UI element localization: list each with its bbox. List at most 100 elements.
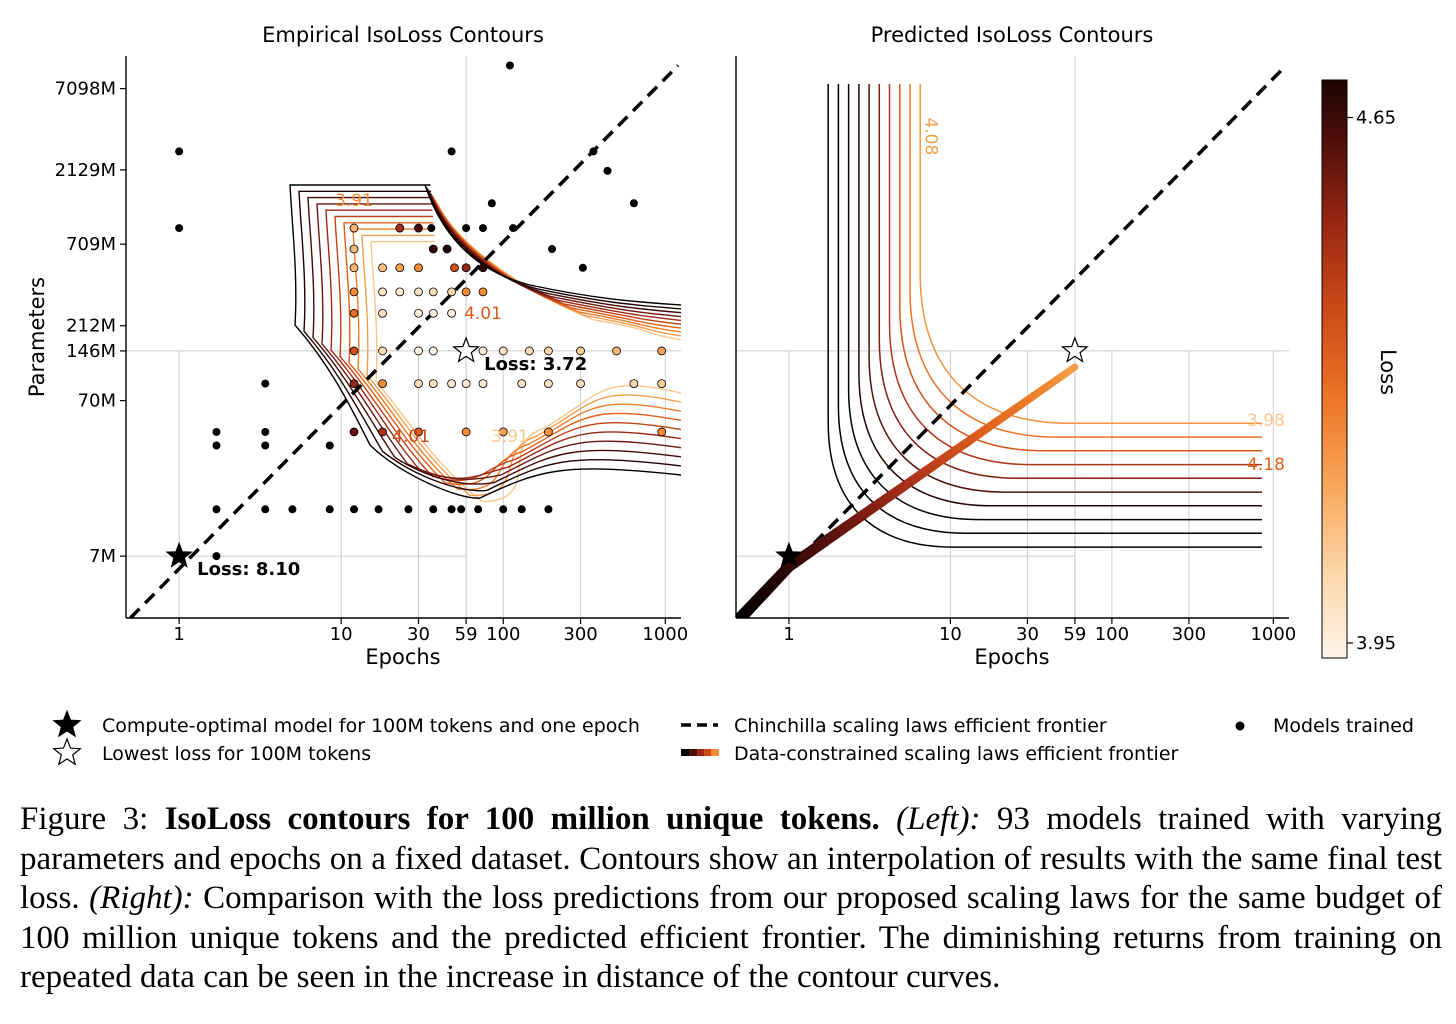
left-x-tick-label: 1000: [642, 624, 688, 645]
model-point: [261, 505, 270, 514]
colorbar-label: Loss: [1376, 349, 1400, 395]
model-point: [478, 287, 488, 297]
model-point: [576, 346, 585, 356]
model-point: [414, 263, 423, 273]
model-point: [457, 505, 466, 514]
right-x-tick-label: 30: [1016, 624, 1039, 645]
model-point: [657, 346, 667, 356]
left-x-ticks: 1 10 30 59 100 300 1000: [173, 618, 688, 645]
model-point: [428, 308, 438, 318]
model-point: [378, 308, 387, 318]
colorbar: 4.65 3.95 Loss: [1321, 79, 1400, 659]
left-x-tick-label: 30: [407, 624, 430, 645]
gradient-line-icon: [681, 749, 719, 756]
left-y-tick-label: 2129M: [55, 160, 116, 181]
model-point: [414, 287, 423, 297]
right-x-tick-label: 1000: [1250, 624, 1296, 645]
model-point: [395, 263, 405, 273]
model-point: [325, 441, 334, 450]
caption-left-text: 93 models trained with varying parameter…: [20, 801, 1443, 916]
empirical-contour-upper: [427, 188, 681, 314]
legend-lowest-loss: Lowest loss for 100M tokens: [52, 737, 371, 766]
model-point: [505, 61, 514, 70]
model-point: [589, 147, 598, 156]
model-point: [427, 224, 436, 233]
lowest-loss-star: [1060, 336, 1089, 363]
model-point: [349, 287, 359, 297]
model-point: [261, 441, 270, 450]
legend-data-constrained-label: Data-constrained scaling laws efficient …: [734, 743, 1179, 765]
left-contour-labels: 3.91 4.01 4.01 3.91: [335, 191, 529, 447]
model-point: [349, 263, 359, 273]
predicted-contour: [847, 84, 1262, 521]
caption-title: IsoLoss contours for 100 million unique …: [164, 801, 880, 837]
left-y-tick-label: 146M: [66, 341, 116, 362]
model-point: [428, 346, 438, 356]
right-chart-title: Predicted IsoLoss Contours: [871, 23, 1154, 47]
predicted-contour: [919, 84, 1262, 425]
model-point: [395, 223, 405, 233]
empirical-contour-lower: [361, 234, 681, 497]
model-point: [175, 224, 184, 233]
model-point: [212, 427, 221, 436]
model-point: [288, 505, 297, 514]
empirical-contour-lower: [370, 241, 681, 503]
model-point: [325, 505, 334, 514]
caption-left-tag: (Left):: [896, 801, 981, 837]
model-point: [657, 427, 667, 437]
legend-chinchilla-label: Chinchilla scaling laws efficient fronti…: [734, 715, 1107, 737]
empirical-contour-upper: [431, 195, 681, 325]
model-point: [175, 147, 184, 156]
empirical-contour-lower: [289, 184, 681, 499]
contour-label: 3.91: [335, 191, 373, 211]
right-x-ticks: 1 10 30 59 100 300 1000: [783, 618, 1296, 645]
model-point: [414, 308, 423, 318]
model-point: [603, 166, 612, 175]
model-point: [414, 223, 423, 233]
contour-label: 3.91: [491, 427, 529, 447]
model-point: [395, 287, 405, 297]
predicted-contour: [909, 84, 1262, 438]
left-x-tick-label: 1: [173, 624, 184, 645]
contour-label: 4.01: [392, 427, 430, 447]
empirical-contour-lower: [316, 203, 681, 481]
left-markers: Loss: 8.10 Loss: 3.72: [165, 336, 587, 580]
model-point: [374, 505, 383, 514]
model-point: [509, 224, 518, 233]
model-point: [212, 552, 221, 561]
right-data-constrained-frontier: [736, 363, 1079, 618]
model-point: [478, 263, 488, 273]
contour-label: 3.98: [1247, 411, 1285, 431]
model-point: [349, 427, 359, 437]
compute-optimal-star: [775, 541, 803, 568]
model-point: [349, 379, 359, 389]
legend-chinchilla: Chinchilla scaling laws efficient fronti…: [681, 715, 1107, 737]
model-point: [404, 505, 413, 514]
legend-compute-optimal: Compute-optimal model for 100M tokens an…: [52, 709, 640, 738]
model-point: [474, 505, 483, 514]
colorbar-gradient: [1321, 79, 1348, 659]
model-point: [414, 346, 423, 356]
model-point: [378, 427, 387, 437]
left-contours: [289, 184, 681, 503]
left-x-tick-label: 10: [330, 624, 353, 645]
legend-models-trained: Models trained: [1235, 715, 1414, 737]
model-point: [378, 379, 387, 389]
chinchilla-frontier-line: [129, 64, 680, 618]
left-points: [175, 61, 667, 561]
model-point: [349, 346, 359, 356]
right-panel: Predicted IsoLoss Contours 4.083.984.18 …: [735, 23, 1296, 669]
model-point: [428, 287, 438, 297]
model-point: [544, 379, 553, 389]
legend: Compute-optimal model for 100M tokens an…: [52, 709, 1414, 766]
model-point: [414, 427, 423, 437]
left-panel: Empirical IsoLoss Contours 3.914.014.01 3…: [25, 23, 688, 669]
model-point: [442, 244, 452, 254]
model-point: [612, 346, 621, 356]
model-point: [544, 427, 553, 437]
caption-right-text: Comparison with the loss predictions fro…: [20, 880, 1443, 995]
left-y-tick-label: 7M: [89, 546, 116, 567]
model-point: [447, 147, 456, 156]
contour-label: 4.08: [920, 117, 940, 155]
model-point: [478, 346, 488, 356]
